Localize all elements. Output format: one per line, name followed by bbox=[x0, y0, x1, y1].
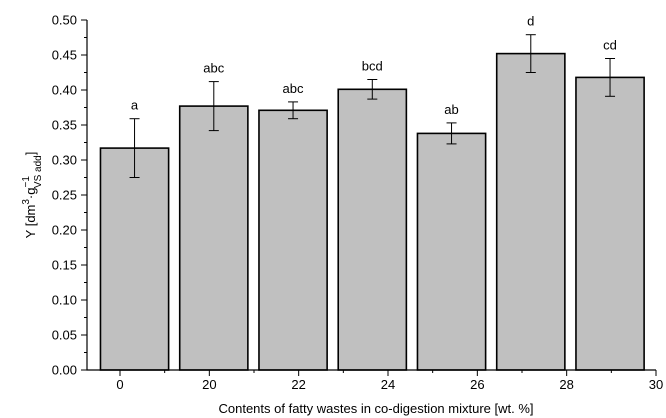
y-label-suffix: ] bbox=[23, 152, 38, 156]
axes-frame bbox=[86, 20, 656, 371]
y-tick-label: 0.45 bbox=[52, 48, 77, 63]
x-tick-label: 26 bbox=[470, 377, 484, 392]
x-tick-label: 24 bbox=[381, 377, 395, 392]
y-tick-label: 0.30 bbox=[52, 153, 77, 168]
bar bbox=[337, 88, 408, 371]
bar bbox=[178, 105, 249, 371]
bars: a abc abc bcd ab d cd bbox=[99, 14, 645, 371]
y-label-prefix: Y [dm bbox=[23, 205, 38, 239]
y-tick-label: 0.25 bbox=[52, 188, 77, 203]
significance-label: cd bbox=[603, 38, 617, 53]
y-tick-label: 0.00 bbox=[52, 363, 77, 378]
x-tick-label: 20 bbox=[202, 377, 216, 392]
x-axis-ticks: 0 20 22 24 26 28 30 bbox=[116, 370, 663, 392]
bar bbox=[99, 147, 170, 371]
y-axis-label: Y [dm3·g−1VS add] bbox=[21, 152, 44, 239]
significance-label: d bbox=[527, 14, 534, 29]
significance-label: abc bbox=[203, 61, 224, 76]
x-tick-label: 28 bbox=[559, 377, 573, 392]
y-tick-label: 0.15 bbox=[52, 258, 77, 273]
significance-label: ab bbox=[444, 102, 458, 117]
y-label-sub: VS add bbox=[33, 155, 44, 188]
significance-label: abc bbox=[283, 81, 304, 96]
significance-label: bcd bbox=[362, 59, 383, 74]
x-tick-label: 0 bbox=[116, 377, 123, 392]
y-tick-label: 0.10 bbox=[52, 293, 77, 308]
y-axis-ticks: 0.00 0.05 0.10 0.15 0.20 0.25 0.30 0.35 0.40 0.45… bbox=[52, 13, 87, 378]
bar bbox=[416, 132, 487, 371]
x-tick-label: 30 bbox=[649, 377, 663, 392]
y-tick-label: 0.20 bbox=[52, 223, 77, 238]
y-label-mid: ·g bbox=[23, 188, 38, 200]
x-axis-label: Contents of fatty wastes in co-digestion… bbox=[218, 401, 533, 416]
bar bbox=[495, 52, 566, 371]
y-tick-label: 0.50 bbox=[52, 13, 77, 28]
x-tick-label: 22 bbox=[291, 377, 305, 392]
bar bbox=[258, 109, 328, 371]
bar bbox=[575, 76, 645, 371]
y-tick-label: 0.35 bbox=[52, 118, 77, 133]
y-tick-label: 0.05 bbox=[52, 328, 77, 343]
y-tick-label: 0.40 bbox=[52, 83, 77, 98]
y-label-sup1: 3 bbox=[21, 199, 32, 205]
y-label-sup2: −1 bbox=[21, 176, 32, 188]
significance-label: a bbox=[131, 98, 139, 113]
